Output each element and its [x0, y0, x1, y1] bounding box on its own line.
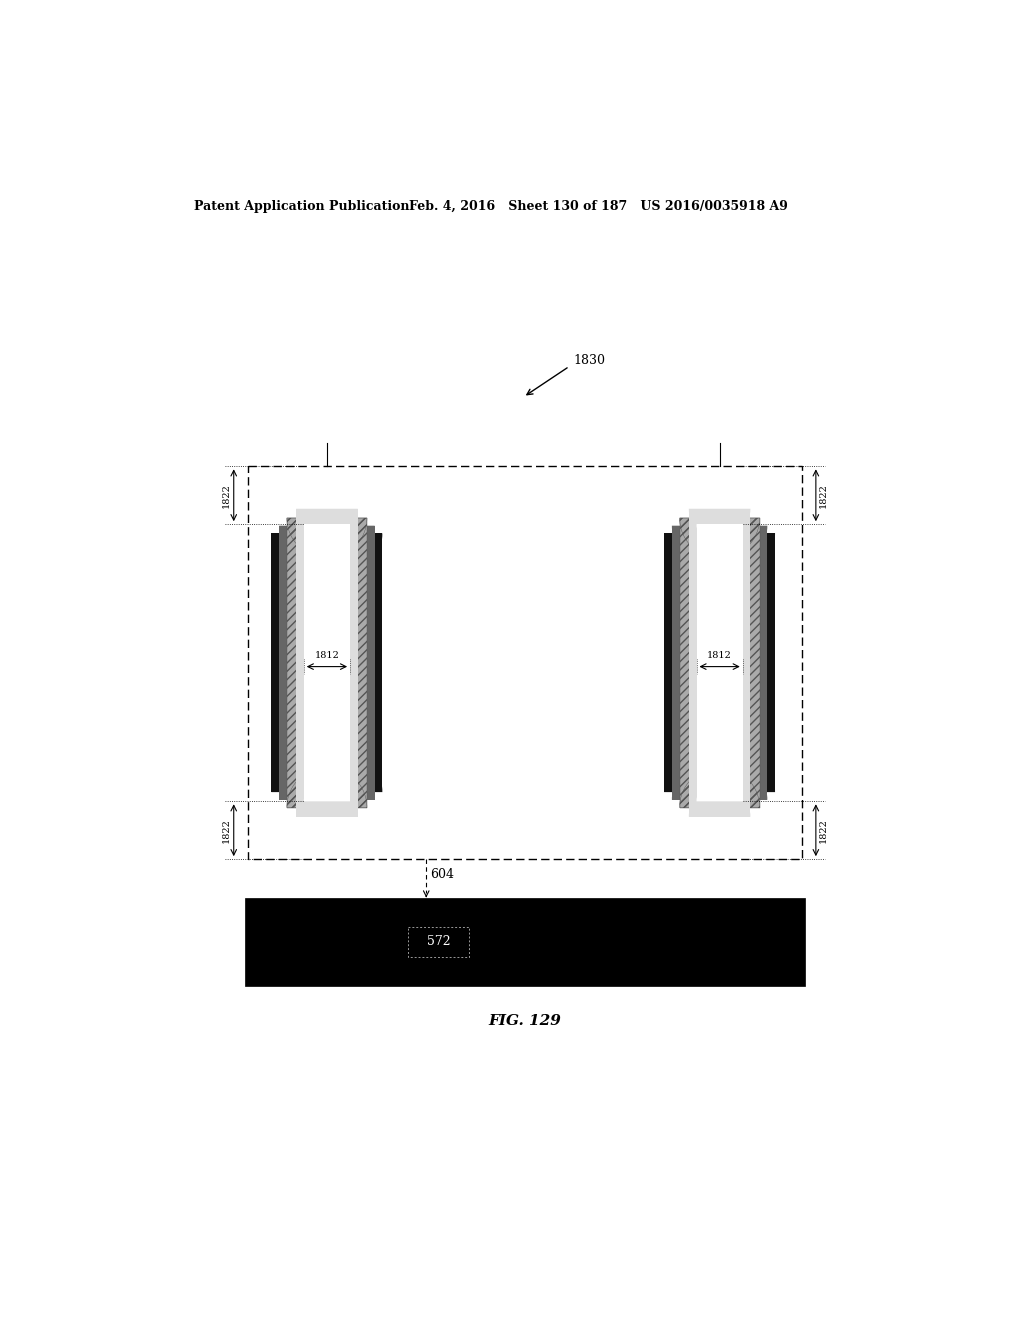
Text: Feb. 4, 2016   Sheet 130 of 187   US 2016/0035918 A9: Feb. 4, 2016 Sheet 130 of 187 US 2016/00…: [410, 199, 788, 213]
Text: 1830: 1830: [573, 354, 605, 367]
Wedge shape: [304, 524, 350, 548]
Text: 1822: 1822: [819, 483, 828, 508]
Bar: [304, 524, 350, 801]
Text: 1812: 1812: [314, 651, 339, 660]
Text: 604: 604: [430, 869, 454, 880]
Bar: [280, 525, 375, 800]
Text: FIG. 129: FIG. 129: [488, 1014, 561, 1028]
Wedge shape: [680, 767, 760, 808]
Wedge shape: [287, 767, 367, 808]
Bar: [680, 517, 760, 808]
Text: Patent Application Publication: Patent Application Publication: [194, 199, 410, 213]
Bar: [271, 533, 382, 792]
Wedge shape: [672, 752, 767, 800]
Text: 572: 572: [427, 936, 451, 948]
Wedge shape: [271, 533, 382, 589]
Bar: [287, 517, 367, 808]
Wedge shape: [304, 779, 350, 801]
Bar: [296, 508, 357, 817]
Bar: [408, 927, 469, 957]
Wedge shape: [665, 533, 775, 589]
Bar: [672, 525, 767, 800]
Bar: [696, 524, 742, 801]
Wedge shape: [696, 779, 742, 801]
Text: 1822: 1822: [819, 818, 828, 842]
Wedge shape: [271, 737, 382, 792]
Wedge shape: [672, 525, 767, 573]
Wedge shape: [665, 737, 775, 792]
Bar: [287, 517, 367, 808]
Text: 1812: 1812: [708, 651, 732, 660]
Wedge shape: [696, 524, 742, 548]
Text: 1822: 1822: [221, 483, 230, 508]
Wedge shape: [296, 508, 357, 540]
Text: 1822: 1822: [221, 818, 230, 842]
Wedge shape: [689, 785, 751, 817]
Wedge shape: [680, 517, 760, 558]
Wedge shape: [287, 517, 367, 558]
Wedge shape: [280, 752, 375, 800]
Wedge shape: [280, 525, 375, 573]
Wedge shape: [296, 785, 357, 817]
Wedge shape: [689, 508, 751, 540]
Bar: [665, 533, 775, 792]
Bar: [245, 898, 805, 986]
Bar: [680, 517, 760, 808]
Bar: [248, 466, 802, 859]
Bar: [689, 508, 751, 817]
